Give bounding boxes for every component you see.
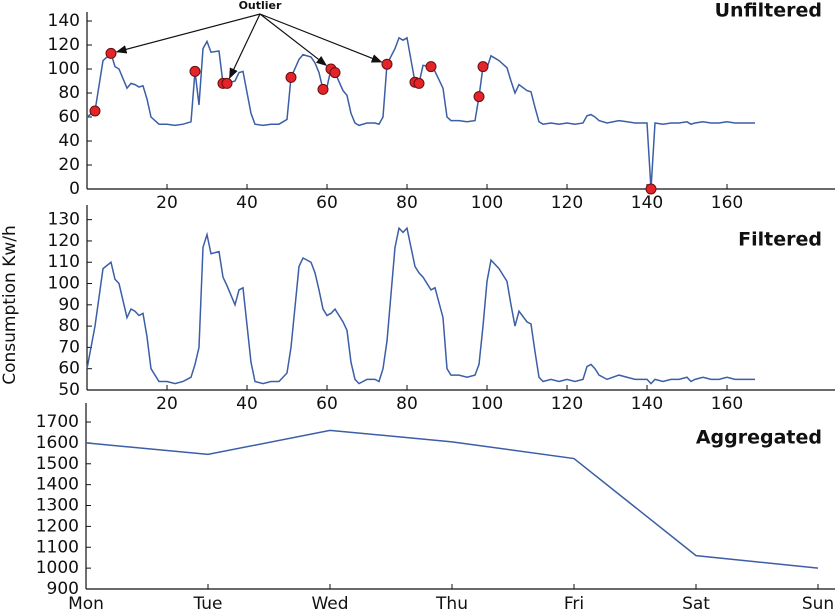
x-tick-label: Mon	[68, 594, 104, 612]
y-tick-label: 1500	[36, 454, 79, 474]
y-tick-label: 100	[48, 274, 80, 294]
y-tick-label: 60	[58, 107, 80, 127]
outlier-point	[221, 77, 233, 89]
panel-title: Filtered	[738, 229, 822, 251]
x-tick-label: Sat	[682, 594, 710, 612]
y-tick-label: 1200	[36, 516, 79, 536]
y-tick-label: 70	[58, 337, 80, 357]
x-tick-label: 120	[551, 394, 583, 414]
x-tick-label: 60	[316, 193, 338, 213]
y-tick-label: 0	[69, 179, 80, 199]
x-tick-label: 20	[156, 193, 178, 213]
x-tick-label: 140	[631, 394, 663, 414]
y-tick-label: 140	[48, 11, 80, 31]
x-tick-label: 100	[471, 193, 503, 213]
x-tick-label: 40	[236, 193, 258, 213]
x-tick-label: 60	[316, 394, 338, 414]
annotation-arrow	[259, 13, 328, 66]
panel-title: Aggregated	[696, 427, 822, 449]
x-tick-label: 100	[471, 394, 503, 414]
y-tick-label: 1600	[36, 433, 79, 453]
y-tick-label: 40	[58, 131, 80, 151]
outlier-point	[645, 183, 657, 195]
outlier-point	[89, 105, 101, 117]
y-tick-label: 1100	[36, 537, 79, 557]
y-tick-label: 60	[58, 359, 80, 379]
y-tick-label: 1400	[36, 475, 79, 495]
y-tick-label: 20	[58, 155, 80, 175]
y-tick-label: 80	[58, 316, 80, 336]
data-line	[86, 36, 755, 190]
y-tick-label: 120	[48, 35, 80, 55]
x-tick-label: 160	[711, 394, 743, 414]
x-tick-label: 140	[631, 193, 663, 213]
outlier-point	[285, 71, 297, 83]
outlier-point	[477, 61, 489, 73]
x-tick-label: 40	[236, 394, 258, 414]
panel-title: Unfiltered	[715, 0, 822, 22]
x-tick-label: Sun	[802, 594, 834, 612]
x-tick-label: Fri	[564, 594, 584, 612]
x-tick-label: Wed	[311, 594, 348, 612]
x-tick-label: 80	[396, 394, 418, 414]
outlier-point	[473, 91, 485, 103]
x-tick-label: 160	[711, 193, 743, 213]
x-tick-label: 80	[396, 193, 418, 213]
y-tick-label: 50	[58, 380, 80, 400]
y-tick-label: 100	[48, 59, 80, 79]
outlier-point	[425, 61, 437, 73]
data-line	[85, 429, 819, 569]
y-tick-label: 1000	[36, 558, 79, 578]
outlier-point	[317, 83, 329, 95]
y-tick-label: 120	[48, 231, 80, 251]
y-tick-label: 110	[48, 252, 80, 272]
outlier-point	[329, 67, 341, 79]
x-tick-label: Thu	[435, 594, 468, 612]
annotation-arrow	[229, 13, 261, 79]
x-tick-label: Tue	[192, 594, 222, 612]
outlier-point	[105, 47, 117, 59]
x-tick-label: 20	[156, 394, 178, 414]
outlier-point	[381, 58, 393, 70]
annotation: Outlier	[239, 0, 282, 12]
y-tick-label: 900	[47, 579, 79, 599]
data-line	[86, 226, 755, 385]
outlier-point	[189, 65, 201, 77]
y-tick-label: 1700	[36, 412, 79, 432]
x-tick-label: 120	[551, 193, 583, 213]
y-tick-label: 130	[48, 210, 80, 230]
annotation-arrow	[115, 13, 261, 54]
y-tick-label: 90	[58, 295, 80, 315]
outlier-point	[413, 77, 425, 89]
y-tick-label: 1300	[36, 496, 79, 516]
y-axis-label: Consumption Kw/h	[0, 225, 20, 385]
y-tick-label: 80	[58, 83, 80, 103]
annotation-arrow	[259, 13, 383, 63]
